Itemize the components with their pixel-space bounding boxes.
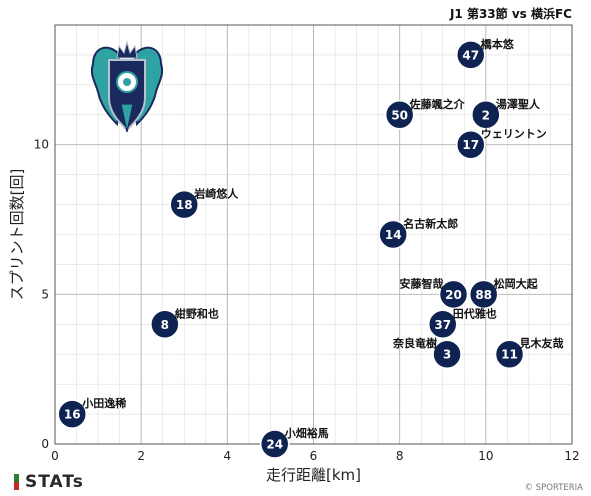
x-tick-label: 0 [51,449,59,463]
point-name-label: 小田逸稀 [81,396,126,410]
point-marker [456,129,486,160]
point-number-label: 20 [445,288,462,302]
x-tick-label: 4 [224,449,232,463]
y-axis-label: スプリント回数[回] [8,169,26,301]
y-tick-label: 0 [41,437,49,451]
point-marker [456,40,486,70]
emblem-tail [120,103,134,133]
point-name-label: 橋本悠 [481,37,515,51]
point-number-label: 24 [266,438,283,452]
data-point: 2 湯澤聖人 [471,97,541,130]
point-name-label: ウェリントン [481,128,547,141]
point-name-label: 名古新太郎 [403,217,458,231]
stats-logo-icon [14,474,19,490]
point-marker [57,399,87,429]
point-marker [438,279,469,310]
point-marker [384,100,415,130]
team-emblem [90,40,164,133]
point-name-label: 田代雅也 [453,306,497,320]
point-number-label: 18 [176,198,193,212]
emblem-crown [116,40,138,59]
point-number-label: 37 [434,318,451,332]
point-name-label: 岩崎悠人 [193,187,239,201]
x-tick-label: 8 [396,449,404,463]
x-axis-label: 走行距離[km] [266,466,361,484]
point-number-label: 2 [482,108,490,122]
point-name-label: 湯澤聖人 [496,97,541,111]
x-tick-label: 10 [478,449,493,463]
y-tick-label: 5 [41,287,49,301]
point-name-label: 奈良竜樹 [392,336,437,350]
point-marker [468,279,499,310]
logo-bar-green [14,474,19,482]
plot-area [54,24,573,445]
point-marker [471,100,501,130]
point-name-label: 佐藤颯之介 [409,97,466,111]
point-marker [432,339,462,369]
point-name-label: 小畑裕馬 [284,426,329,440]
x-tick-label: 6 [310,449,318,463]
point-marker [150,309,180,340]
point-number-label: 17 [462,138,479,152]
point-number-label: 14 [385,228,402,242]
logo-bar-red [14,482,19,490]
point-number-label: 16 [64,408,81,422]
point-marker [259,429,290,459]
point-number-label: 8 [161,318,169,332]
emblem-ball-center [123,78,131,86]
point-marker [378,219,408,250]
chart-title: J1 第33節 vs 横浜FC [449,6,572,21]
stats-logo: STATs [14,471,84,493]
point-marker [169,189,199,220]
point-number-label: 88 [475,288,492,302]
point-number-label: 11 [501,348,518,362]
data-point: 8 紺野和也 [150,306,219,340]
y-tick-label: 10 [34,138,49,152]
x-tick-label: 12 [564,449,579,463]
point-name-label: 松岡大起 [494,276,539,290]
point-marker [428,309,458,340]
x-tick-label: 2 [137,449,145,463]
stats-logo-text: STATs [25,472,84,492]
point-number-label: 3 [443,348,451,362]
point-number-label: 50 [391,108,408,122]
point-name-label: 安藤智哉 [400,276,444,290]
point-marker [494,339,525,369]
point-name-label: 紺野和也 [175,306,219,320]
point-number-label: 47 [462,48,479,62]
point-name-label: 見木友哉 [519,336,564,350]
copyright-credit: © SPORTERIA [524,483,584,493]
data-point: 3 奈良竜樹 [392,336,462,369]
